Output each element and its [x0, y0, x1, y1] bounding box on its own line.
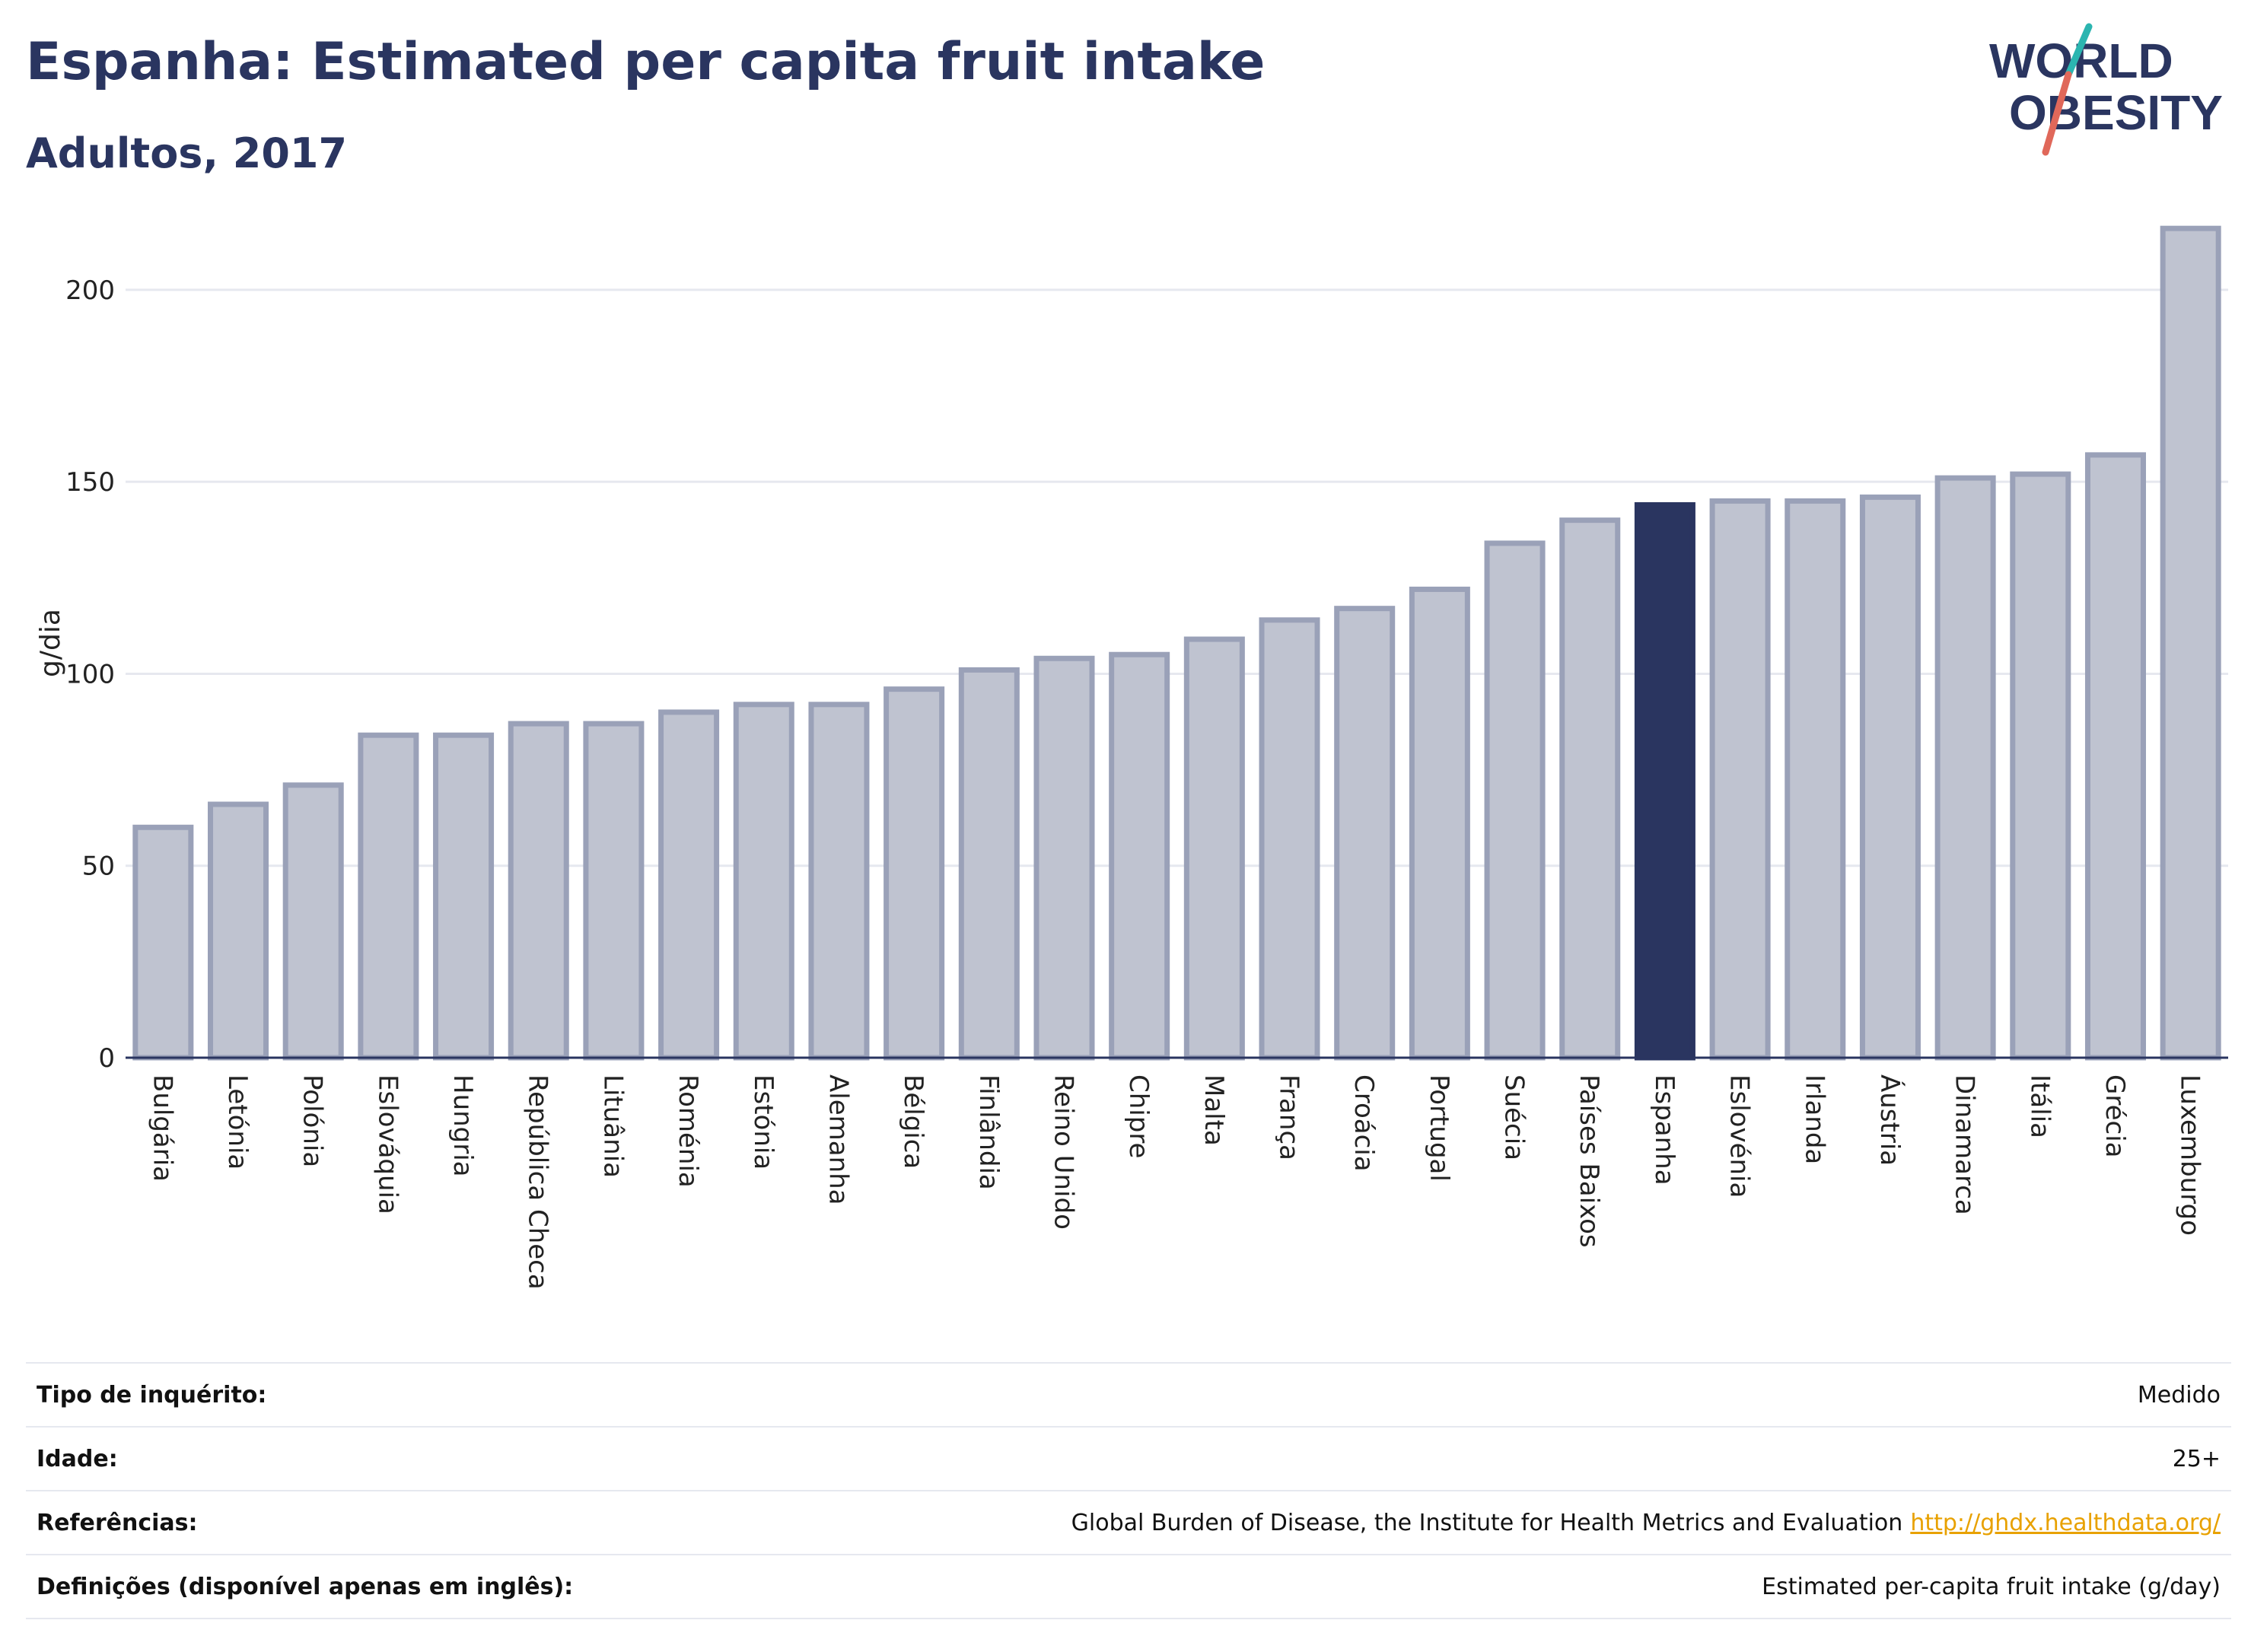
y-axis-label: g/dia — [35, 609, 66, 677]
metadata-row: Definições (disponível apenas em inglês)… — [26, 1554, 2231, 1619]
x-tick-label: Hungria — [447, 1074, 478, 1177]
x-tick-label: Letónia — [222, 1074, 253, 1170]
x-tick-label: Áustria — [1874, 1074, 1906, 1166]
metadata-value-text: Global Burden of Disease, the Institute … — [1071, 1509, 1903, 1536]
bar-itália — [2010, 471, 2071, 1061]
bar-polónia — [282, 782, 344, 1061]
bar-malta — [1183, 636, 1245, 1061]
x-tick-label: Polónia — [298, 1074, 328, 1167]
bar-república-checa — [508, 721, 569, 1061]
metadata-row: Idade: 25+ — [26, 1426, 2231, 1490]
x-tick-label: Grécia — [2100, 1074, 2130, 1157]
bar-estónia — [733, 702, 794, 1061]
bar-bélgica — [884, 686, 945, 1061]
y-tick-label: 150 — [65, 467, 115, 498]
x-tick-label: República Checa — [523, 1074, 553, 1290]
x-tick-label: Finlândia — [973, 1074, 1004, 1190]
bar-chart: 0 50 100 150 200 g/dia Bulgária Letónia Polónia E… — [35, 225, 2228, 1290]
x-tick-label: Suécia — [1499, 1074, 1530, 1160]
logo-line2: OBESITY — [2009, 85, 2223, 140]
x-tick-label: Eslováquia — [372, 1074, 403, 1214]
x-tick-label: Estónia — [748, 1074, 778, 1170]
bars — [132, 225, 2221, 1061]
x-tick-label: Malta — [1199, 1074, 1229, 1146]
x-tick-label: Lituânia — [597, 1074, 628, 1178]
metadata-value: 25+ — [2173, 1446, 2231, 1472]
axes: 0 50 100 150 200 g/dia Bulgária Letónia Polónia E… — [35, 275, 2228, 1290]
metadata-label: Referências: — [37, 1509, 198, 1536]
x-tick-label: França — [1274, 1074, 1304, 1160]
world-obesity-logo: WORLD OBESITY — [1989, 23, 2223, 156]
bar-roménia — [658, 709, 720, 1061]
metadata-value: Global Burden of Disease, the Institute … — [1071, 1510, 2231, 1536]
x-tick-label: Reino Unido — [1048, 1074, 1078, 1230]
metadata-row: Tipo de inquérito: Medido — [26, 1362, 2231, 1426]
bar-países-baixos — [1559, 517, 1621, 1061]
y-tick-label: 100 — [65, 659, 115, 689]
bar-irlanda — [1785, 498, 1846, 1061]
bar-grécia — [2084, 452, 2146, 1061]
x-tick-label: Luxemburgo — [2175, 1074, 2205, 1236]
y-tick-label: 0 — [98, 1043, 115, 1074]
bar-espanha — [1634, 501, 1695, 1061]
metadata-value: Medido — [2138, 1382, 2231, 1408]
bar-reino-unido — [1033, 655, 1095, 1061]
y-tick-label: 50 — [82, 851, 115, 882]
reference-link[interactable]: http://ghdx.healthdata.org/ — [1910, 1509, 2221, 1536]
metadata-value-text: Medido — [2137, 1381, 2221, 1408]
bar-frança — [1259, 617, 1320, 1061]
bar-dinamarca — [1934, 475, 1996, 1061]
chart-title: Espanha: Estimated per capita fruit inta… — [26, 32, 1266, 92]
bar-croácia — [1334, 606, 1396, 1061]
logo-slash-teal — [2065, 23, 2093, 78]
x-tick-label: Croácia — [1348, 1074, 1379, 1172]
bar-chipre — [1109, 651, 1170, 1061]
x-tick-label: Portugal — [1424, 1074, 1454, 1182]
metadata-value-text: Estimated per-capita fruit intake (g/day… — [1762, 1573, 2221, 1600]
x-tick-label: Itália — [2024, 1074, 2055, 1138]
x-tick-label: Espanha — [1649, 1074, 1679, 1186]
metadata-label: Tipo de inquérito: — [37, 1381, 267, 1408]
bar-bulgária — [132, 824, 194, 1061]
x-tick-label: Dinamarca — [1950, 1074, 1980, 1215]
chart-subtitle: Adultos, 2017 — [26, 129, 348, 177]
x-tick-label: Roménia — [673, 1074, 703, 1188]
x-tick-label: Bulgária — [147, 1074, 177, 1182]
bar-portugal — [1409, 586, 1470, 1061]
x-tick-label: Eslovénia — [1724, 1074, 1755, 1198]
bar-luxemburgo — [2160, 225, 2221, 1061]
bar-eslováquia — [358, 732, 419, 1061]
bar-eslovénia — [1709, 498, 1771, 1061]
metadata-value: Estimated per-capita fruit intake (g/day… — [1762, 1574, 2231, 1600]
bar-alemanha — [808, 702, 870, 1061]
x-tick-label: Bélgica — [898, 1074, 928, 1169]
metadata-row: Referências: Global Burden of Disease, th… — [26, 1490, 2231, 1554]
bar-hungria — [433, 732, 495, 1061]
bar-áustria — [1859, 494, 1921, 1061]
metadata-label: Definições (disponível apenas em inglês)… — [37, 1573, 574, 1600]
x-tick-label: Alemanha — [823, 1074, 853, 1205]
bar-letónia — [208, 801, 269, 1061]
metadata-value-text: 25+ — [2172, 1445, 2221, 1472]
bar-suécia — [1484, 540, 1546, 1061]
logo-slash-red — [2042, 71, 2072, 156]
bar-lituânia — [583, 721, 645, 1061]
x-tick-label: Chipre — [1123, 1074, 1154, 1158]
x-tick-label: Países Baixos — [1574, 1074, 1604, 1248]
metadata-table: Tipo de inquérito: Medido Idade: 25+ Referên… — [26, 1362, 2231, 1619]
bar-finlândia — [958, 667, 1020, 1061]
metadata-label: Idade: — [37, 1445, 118, 1472]
y-tick-label: 200 — [65, 275, 115, 306]
x-tick-label: Irlanda — [1799, 1074, 1829, 1164]
